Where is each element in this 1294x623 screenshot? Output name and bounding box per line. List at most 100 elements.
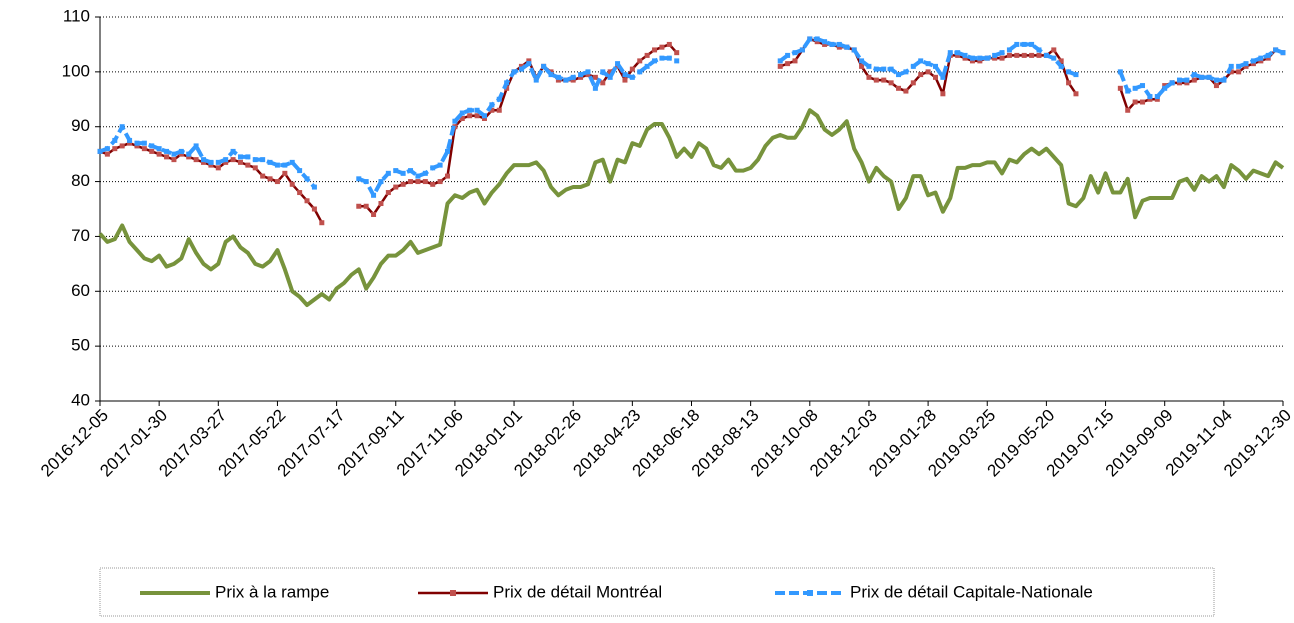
series-marker [1147,96,1153,102]
series-marker [799,47,805,53]
series-marker [836,41,842,47]
series-marker [141,140,147,146]
series-marker [119,124,125,130]
series-marker [1014,52,1020,58]
series-marker [356,203,362,209]
series-marker [400,181,406,187]
series-marker [940,91,946,97]
series-marker [186,151,192,157]
series-marker [925,61,931,67]
series-marker [289,181,295,187]
series-marker [918,58,924,64]
series-marker [792,50,798,56]
series-marker [637,69,643,75]
series-marker [1191,72,1197,78]
series-marker [992,52,998,58]
series-marker [1213,77,1219,83]
series-marker [1184,80,1190,86]
y-tick-label: 110 [63,6,90,25]
series-marker [112,146,118,152]
series-marker [496,96,502,102]
series-marker [311,206,317,212]
series-marker [785,52,791,58]
series-marker [459,110,465,116]
series-marker [408,179,414,185]
series-marker [1169,80,1175,86]
series-marker [888,80,894,86]
series-marker [467,113,473,119]
series-marker [578,74,584,80]
series-marker [644,63,650,69]
series-marker [1273,47,1279,53]
series-marker [992,55,998,61]
series-marker [955,52,961,58]
series-marker [267,159,273,165]
series-marker [141,146,147,152]
series-marker [1014,41,1020,47]
series-marker [445,148,451,154]
series-marker [171,151,177,157]
series-marker [896,85,902,91]
series-marker [644,52,650,58]
series-marker [1154,96,1160,102]
series-marker [659,55,665,61]
series-marker [201,159,207,165]
series-marker [659,44,665,50]
series-marker [836,44,842,50]
series-marker [1176,80,1182,86]
series-marker [193,157,199,163]
series-marker [607,74,613,80]
series-marker [548,72,554,78]
y-tick-label: 50 [71,336,90,355]
series-marker [1206,74,1212,80]
series-marker [208,162,214,168]
series-marker [1043,52,1049,58]
series-marker [511,69,517,75]
series-marker [104,151,110,157]
series-marker [481,113,487,119]
series-marker [201,157,207,163]
series-marker [1184,77,1190,83]
series-marker [1051,47,1057,53]
series-marker [1162,85,1168,91]
series-marker [1021,41,1027,47]
series-marker [903,69,909,75]
series-marker [955,50,961,56]
series-marker [415,179,421,185]
series-marker [245,162,251,168]
series-marker [585,69,591,75]
series-marker [267,176,273,182]
series-marker [489,102,495,108]
series-marker [378,201,384,207]
series-marker [792,58,798,64]
series-marker [999,50,1005,56]
series-marker [1058,63,1064,69]
series-marker [1228,63,1234,69]
series-marker [134,143,140,149]
series-marker [1066,80,1072,86]
series-marker [1132,99,1138,105]
series-marker [570,74,576,80]
series-marker [311,184,317,190]
series-marker [652,58,658,64]
series-marker [962,52,968,58]
series-marker [1006,52,1012,58]
y-tick-label: 40 [71,390,90,409]
series-marker [363,203,369,209]
series-marker [607,69,613,75]
series-marker [615,61,621,67]
series-marker [652,47,658,53]
series-marker [215,159,221,165]
series-marker [518,63,524,69]
series-marker [149,143,155,149]
series-marker [252,157,258,163]
y-tick-label: 60 [71,281,90,300]
series-line [99,37,1284,224]
series-marker [666,41,672,47]
series-marker [1176,77,1182,83]
series-marker [356,176,362,182]
series-marker [223,159,229,165]
series-marker [984,55,990,61]
y-tick-label: 90 [71,116,90,135]
series-marker [1073,72,1079,78]
